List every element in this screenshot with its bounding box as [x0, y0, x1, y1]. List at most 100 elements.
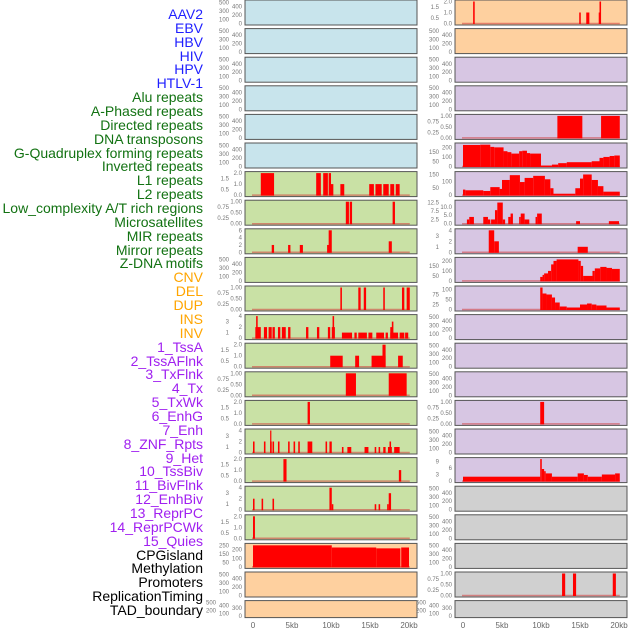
panel-background	[244, 514, 418, 541]
track-label: 8_ZNF_Rpts	[123, 435, 203, 452]
data-bar	[316, 173, 321, 196]
y-tick-label: 50	[432, 274, 439, 280]
track-panel: 024 6	[239, 228, 418, 256]
track-label: HTLV-1	[156, 75, 203, 92]
y-tick-label: 0.75	[217, 291, 229, 297]
y-tick-label: 0	[239, 336, 243, 342]
data-bar	[329, 487, 332, 511]
y-tick-label: 0.75	[427, 405, 439, 411]
y-tick-label: 300	[219, 95, 230, 101]
y-tick-label: 1	[226, 502, 230, 508]
data-bar	[369, 184, 374, 196]
data-bar	[363, 287, 367, 310]
data-bar	[603, 191, 620, 196]
y-tick-label: 12.5	[427, 201, 439, 207]
panel-background	[454, 571, 628, 598]
data-bar	[378, 447, 381, 453]
data-bar	[340, 184, 345, 196]
panel-background	[454, 85, 628, 112]
data-bar	[392, 201, 395, 225]
data-bar	[499, 188, 502, 196]
y-tick-label: 100	[442, 155, 453, 161]
data-bar	[405, 332, 409, 339]
y-tick-label: 75	[432, 293, 439, 299]
y-tick-label: 4	[239, 314, 243, 320]
data-bar	[277, 327, 281, 339]
data-bar	[255, 327, 261, 339]
track-panel: 0.0 0.5 1.0 1.5 2.0	[221, 342, 418, 371]
data-bar	[364, 447, 369, 453]
y-tick-label: 300	[429, 438, 440, 444]
data-bar	[277, 441, 280, 453]
y-tick-label: 300	[219, 37, 230, 43]
track-label: Directed repeats	[100, 116, 203, 133]
y-tick-label: 400	[232, 33, 243, 39]
data-bar	[355, 355, 360, 368]
data-bar	[578, 260, 581, 282]
panel-background	[454, 600, 628, 619]
data-bar	[341, 332, 353, 339]
y-tick-label: 400	[442, 376, 453, 382]
track-label: L2 repeats	[136, 186, 203, 203]
y-tick-label: 100	[429, 332, 440, 338]
y-tick-label: 6	[449, 466, 453, 472]
data-bar	[609, 155, 615, 167]
y-tick-label: 1.00	[230, 286, 242, 292]
y-tick-label: 4	[239, 429, 243, 435]
data-bar	[388, 373, 407, 396]
panel-background	[244, 571, 418, 598]
y-tick-label: 1.0	[234, 354, 243, 360]
y-tick-label: 100	[429, 611, 440, 617]
data-bar	[345, 373, 356, 396]
y-tick-label: 500	[219, 258, 230, 264]
data-bar	[598, 12, 600, 24]
y-tick-label: 3	[226, 434, 230, 440]
x-tick-label: 5kb	[496, 621, 509, 630]
data-bar	[548, 270, 552, 282]
data-bar	[524, 177, 534, 196]
y-tick-label: 0.0	[234, 422, 243, 428]
track-label: 11_BivFlnk	[134, 477, 203, 494]
y-tick-label: 7.5	[431, 209, 440, 215]
y-tick-label: 400	[232, 5, 243, 11]
track-label: Mirror repeats	[115, 241, 203, 258]
panel-background	[244, 399, 418, 426]
y-tick-label: 200	[416, 609, 427, 615]
y-tick-label: 50	[445, 298, 452, 304]
y-tick-label: 0.00	[440, 594, 452, 600]
track-label: 5_TxWk	[151, 394, 203, 411]
y-tick-label: 500	[219, 143, 230, 149]
data-bar	[586, 12, 590, 24]
y-tick-label: 6	[239, 228, 243, 234]
data-bar	[390, 332, 399, 339]
panel-background	[454, 342, 628, 369]
y-tick-label: 500	[429, 29, 440, 35]
track-panel: 0.000.250.500.751.00	[217, 199, 418, 228]
y-tick-label: 2	[239, 497, 243, 503]
data-bar	[253, 516, 255, 539]
track-labels: AAV2 EBV HBV HIV HPV HTLV-1 Alu repeats A-Phase…	[0, 0, 204, 630]
track-label: Alu repeats	[132, 89, 203, 106]
data-bar	[490, 187, 500, 196]
data-bar	[388, 241, 392, 253]
y-tick-label: 2.5	[431, 217, 440, 223]
y-tick-label: 0.0	[444, 22, 453, 28]
data-bar	[488, 230, 495, 253]
y-tick-label: 0.0	[234, 193, 243, 199]
track-label: Inverted repeats	[101, 158, 203, 175]
y-tick-label: 150	[219, 552, 230, 558]
y-tick-label: 400	[232, 577, 243, 583]
y-tick-label: 200	[232, 42, 243, 48]
data-bar	[368, 332, 373, 339]
data-bar	[283, 459, 287, 482]
track-panel: 0 1 2 3 4	[226, 314, 418, 342]
data-bar	[374, 447, 377, 453]
data-bar	[503, 151, 508, 167]
